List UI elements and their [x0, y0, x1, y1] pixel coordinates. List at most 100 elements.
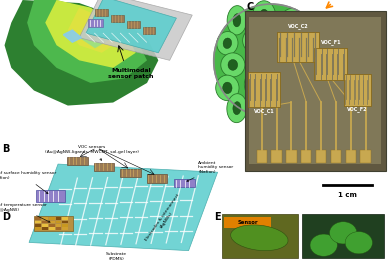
Bar — [62, 221, 68, 224]
Bar — [316, 150, 326, 163]
Text: B: B — [2, 144, 10, 154]
Ellipse shape — [310, 234, 337, 256]
Ellipse shape — [227, 94, 247, 123]
Ellipse shape — [284, 57, 291, 70]
Ellipse shape — [294, 79, 317, 105]
Polygon shape — [5, 0, 158, 106]
Bar — [88, 19, 103, 27]
Text: Sensor: Sensor — [238, 220, 258, 225]
Bar — [56, 224, 61, 227]
Text: C: C — [246, 2, 254, 12]
Ellipse shape — [217, 31, 238, 55]
Ellipse shape — [345, 232, 372, 254]
Ellipse shape — [310, 23, 319, 36]
Bar — [121, 168, 141, 177]
Text: Leaf surface humidity sensor
(Nafion): Leaf surface humidity sensor (Nafion) — [0, 171, 56, 193]
Bar — [360, 150, 371, 163]
Text: VOC_C2: VOC_C2 — [288, 23, 308, 29]
Ellipse shape — [270, 26, 294, 49]
Ellipse shape — [258, 92, 279, 120]
Ellipse shape — [230, 225, 288, 251]
Ellipse shape — [233, 14, 241, 27]
Bar — [35, 227, 41, 230]
Text: VOC sensors
(Au@AgNW-ligands, MWCNT, sol-gel layer): VOC sensors (Au@AgNW-ligands, MWCNT, sol… — [45, 145, 139, 160]
Bar — [36, 190, 65, 202]
Bar — [56, 217, 61, 220]
Bar — [49, 221, 55, 224]
Ellipse shape — [280, 9, 303, 32]
Text: VOC_F1: VOC_F1 — [321, 39, 341, 45]
Ellipse shape — [285, 97, 307, 120]
Ellipse shape — [300, 86, 310, 98]
Ellipse shape — [244, 70, 265, 97]
Polygon shape — [45, 0, 136, 68]
Bar — [42, 217, 48, 220]
Ellipse shape — [301, 55, 323, 80]
Bar — [62, 227, 68, 230]
Ellipse shape — [255, 54, 265, 67]
Ellipse shape — [277, 50, 298, 77]
Polygon shape — [79, 18, 113, 48]
Ellipse shape — [304, 16, 326, 44]
Bar — [34, 216, 73, 231]
Polygon shape — [63, 30, 82, 42]
Ellipse shape — [233, 102, 241, 115]
Ellipse shape — [277, 82, 287, 94]
Ellipse shape — [228, 60, 238, 70]
Ellipse shape — [223, 82, 232, 94]
Bar — [277, 32, 319, 62]
Ellipse shape — [330, 222, 357, 244]
Bar — [245, 11, 386, 171]
Bar — [147, 174, 167, 183]
Text: Ambient
humidity sensor
(Nafion): Ambient humidity sensor (Nafion) — [187, 160, 233, 181]
Bar — [42, 227, 48, 230]
Bar — [35, 224, 41, 227]
Bar — [94, 163, 114, 171]
Bar — [301, 150, 312, 163]
Text: Substrate
(PDMS): Substrate (PDMS) — [106, 252, 127, 260]
Ellipse shape — [243, 28, 267, 53]
Polygon shape — [79, 0, 192, 60]
Ellipse shape — [216, 75, 239, 101]
Ellipse shape — [291, 103, 300, 113]
Text: Multimodal
sensor patch: Multimodal sensor patch — [108, 68, 154, 79]
Ellipse shape — [260, 9, 269, 23]
Text: VOC_F2: VOC_F2 — [347, 107, 368, 113]
Bar — [224, 217, 271, 228]
Ellipse shape — [223, 38, 232, 49]
Ellipse shape — [271, 75, 293, 101]
Text: Leaf temperature sensor
(Au@AgNW): Leaf temperature sensor (Au@AgNW) — [0, 203, 50, 222]
Bar — [42, 224, 48, 227]
Text: E: E — [215, 212, 221, 222]
Bar — [248, 73, 280, 107]
Ellipse shape — [297, 35, 321, 60]
Polygon shape — [29, 164, 218, 251]
Bar — [127, 21, 140, 28]
Ellipse shape — [221, 53, 245, 77]
Bar — [42, 221, 48, 224]
Bar — [249, 17, 381, 164]
Polygon shape — [27, 0, 147, 83]
Bar — [96, 9, 108, 16]
Ellipse shape — [287, 15, 296, 25]
Circle shape — [214, 4, 328, 118]
Bar — [143, 27, 155, 34]
Ellipse shape — [250, 35, 259, 46]
Bar — [35, 217, 41, 220]
Bar — [67, 157, 87, 165]
Ellipse shape — [277, 33, 287, 43]
Ellipse shape — [227, 6, 247, 35]
Bar — [56, 227, 61, 230]
Bar — [344, 74, 371, 106]
Bar — [331, 150, 341, 163]
Bar — [49, 224, 55, 227]
Bar — [49, 217, 55, 220]
Text: D: D — [2, 212, 10, 222]
Ellipse shape — [248, 47, 272, 75]
Ellipse shape — [264, 99, 273, 112]
Bar — [174, 179, 195, 187]
Bar — [222, 214, 298, 257]
Bar — [302, 214, 384, 257]
Polygon shape — [68, 8, 118, 53]
Text: Electrodes & interconnect
(AgNWs): Electrodes & interconnect (AgNWs) — [145, 193, 184, 245]
